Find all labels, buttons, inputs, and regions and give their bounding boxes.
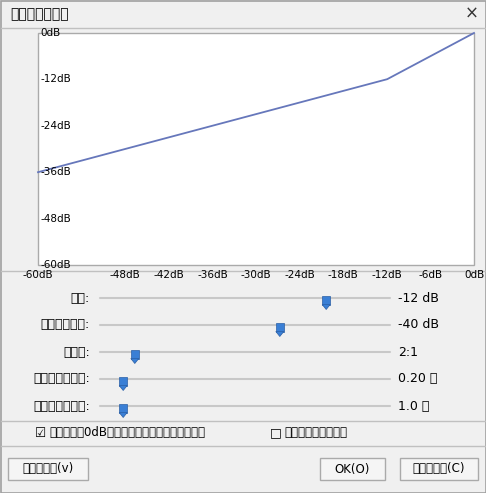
FancyBboxPatch shape: [400, 458, 478, 480]
Polygon shape: [119, 386, 127, 390]
FancyBboxPatch shape: [8, 458, 88, 480]
Text: 2:1: 2:1: [398, 346, 418, 358]
Text: 閾値:: 閾値:: [71, 291, 90, 305]
Text: プレビュー(v): プレビュー(v): [22, 462, 73, 476]
Text: □: □: [270, 426, 282, 439]
FancyBboxPatch shape: [276, 322, 284, 331]
Text: -40 dB: -40 dB: [398, 318, 439, 331]
Text: OK(O): OK(O): [335, 462, 370, 476]
Text: ×: ×: [465, 5, 479, 23]
FancyBboxPatch shape: [119, 403, 127, 413]
Text: -24dB: -24dB: [40, 121, 71, 131]
Text: -36dB: -36dB: [197, 270, 228, 280]
Text: レシオ:: レシオ:: [63, 346, 90, 358]
Text: コンプレッサー: コンプレッサー: [10, 7, 69, 21]
Text: -24dB: -24dB: [284, 270, 315, 280]
Text: -12 dB: -12 dB: [398, 291, 439, 305]
Text: 0.20 秒: 0.20 秒: [398, 373, 437, 386]
FancyBboxPatch shape: [322, 295, 330, 305]
Text: -60dB: -60dB: [23, 270, 53, 280]
Polygon shape: [131, 358, 139, 363]
Text: アタックタイム:: アタックタイム:: [33, 373, 90, 386]
Text: -36dB: -36dB: [40, 167, 71, 177]
Text: -60dB: -60dB: [40, 260, 70, 270]
Polygon shape: [322, 305, 330, 310]
Text: 1.0 秒: 1.0 秒: [398, 399, 429, 413]
Text: ピークに基づく圧縮: ピークに基づく圧縮: [284, 426, 347, 439]
Text: 0dB: 0dB: [464, 270, 484, 280]
Text: -48dB: -48dB: [110, 270, 140, 280]
Text: -48dB: -48dB: [40, 213, 71, 224]
Text: -18dB: -18dB: [328, 270, 359, 280]
Text: 0dB: 0dB: [40, 28, 60, 38]
Text: -12dB: -12dB: [371, 270, 402, 280]
Text: 圧縮の剌　0dBになるようにゲインを調整する: 圧縮の剌 0dBになるようにゲインを調整する: [49, 426, 205, 439]
Polygon shape: [276, 331, 284, 337]
Text: キャンセル(C): キャンセル(C): [413, 462, 465, 476]
Text: -30dB: -30dB: [241, 270, 271, 280]
Text: ☑: ☑: [35, 426, 46, 439]
Text: リリースタイム:: リリースタイム:: [33, 399, 90, 413]
Text: -12dB: -12dB: [40, 74, 71, 84]
Polygon shape: [119, 413, 127, 418]
Text: -6dB: -6dB: [418, 270, 442, 280]
Text: ノイズフロア:: ノイズフロア:: [41, 318, 90, 331]
FancyBboxPatch shape: [119, 377, 127, 386]
FancyBboxPatch shape: [320, 458, 385, 480]
Text: -42dB: -42dB: [154, 270, 184, 280]
FancyBboxPatch shape: [131, 350, 139, 358]
FancyBboxPatch shape: [38, 33, 474, 265]
